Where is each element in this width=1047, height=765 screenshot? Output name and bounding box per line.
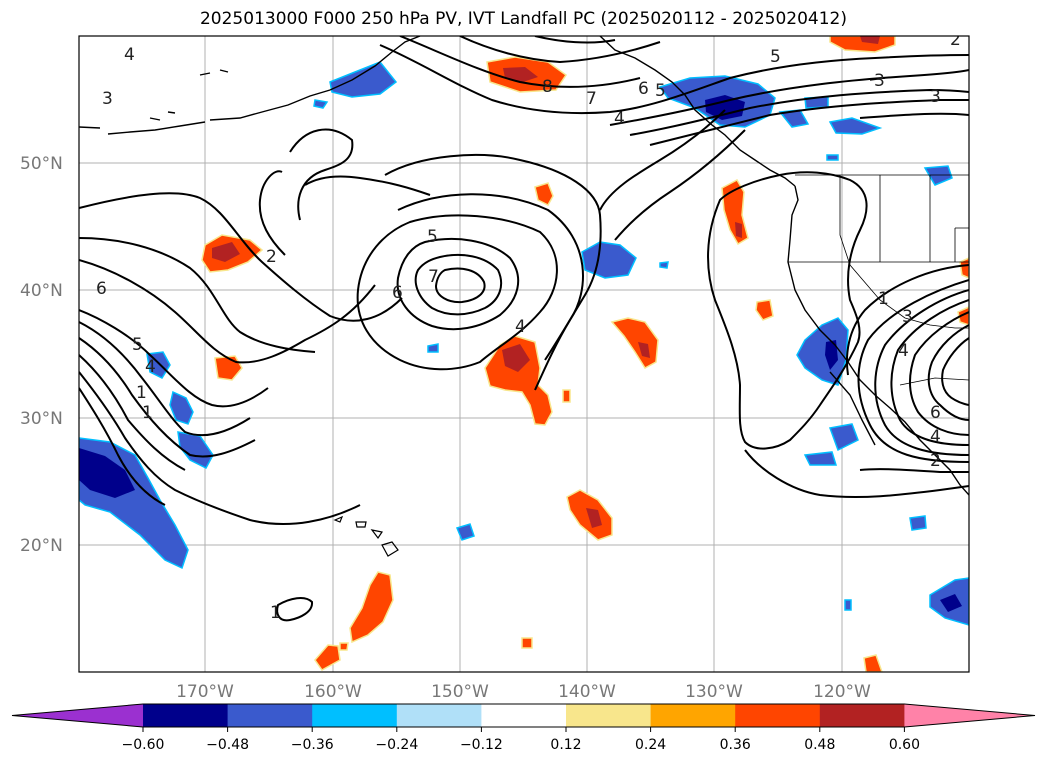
contour-labels: 4 3 2 5 6 1 4 5 7 6 4 5 3 1 8 7 4 6 5 3 …	[96, 30, 961, 623]
contour-label: 5	[770, 47, 781, 67]
lon-label: 170°W	[176, 682, 234, 702]
contour-label: 7	[586, 89, 597, 109]
colorbar-segment	[650, 704, 736, 727]
country-borders	[788, 174, 969, 386]
contour-label: 2	[266, 247, 277, 267]
contour-label: 1	[136, 383, 147, 403]
contour-label: 1	[270, 603, 281, 623]
contour-label: 4	[145, 357, 156, 377]
colorbar-tick-label: 0.48	[804, 737, 835, 753]
contour-label: 6	[96, 279, 107, 299]
lon-label: 120°W	[813, 682, 871, 702]
contour-label: 1	[142, 403, 153, 423]
contour-label: 3	[930, 87, 941, 107]
lat-label: 50°N	[20, 154, 63, 174]
contour-label: 6	[930, 403, 941, 423]
colorbar-segment	[227, 704, 313, 727]
colorbar-segment	[143, 704, 229, 727]
contour-label: 4	[930, 427, 941, 447]
colorbar-tick-label: −0.60	[122, 737, 165, 753]
hawaiian-islands	[333, 515, 399, 557]
contour-label: 5	[427, 227, 438, 247]
longitude-labels: 170°W 160°W 150°W 140°W 130°W 120°W	[176, 682, 871, 702]
contour-label: 2	[950, 30, 961, 50]
contour-label: 4	[898, 341, 909, 361]
lat-label: 40°N	[20, 281, 63, 301]
contour-label: 4	[124, 45, 135, 65]
colorbar-tick-label: 0.60	[889, 737, 920, 753]
lon-label: 140°W	[558, 682, 616, 702]
contour-label: 7	[428, 267, 439, 287]
contour-label: 5	[132, 335, 143, 355]
lon-label: 160°W	[304, 682, 362, 702]
colorbar-segment	[735, 704, 821, 727]
colorbar-extend-max	[904, 704, 1035, 727]
colorbar-segment	[481, 704, 567, 727]
contour-label: 2	[930, 451, 941, 471]
contour-label: 4	[515, 317, 526, 337]
lat-label: 20°N	[20, 536, 63, 556]
colorbar: −0.60 −0.48 −0.36 −0.24 −0.12 0.12 0.24 0.36 0.4…	[11, 703, 1036, 753]
colorbar-tick-label: −0.36	[291, 737, 334, 753]
colorbar-tick-label: 0.12	[550, 737, 581, 753]
lon-label: 150°W	[431, 682, 489, 702]
contour-label: 1	[878, 289, 889, 309]
colorbar-extend-min	[12, 704, 143, 727]
colorbar-tick-label: 0.36	[720, 737, 751, 753]
latitude-labels: 50°N 40°N 30°N 20°N	[20, 154, 63, 556]
plot-title: 2025013000 F000 250 hPa PV, IVT Landfall…	[199, 9, 847, 29]
contour-label: 4	[614, 109, 625, 129]
colorbar-segment	[566, 704, 652, 727]
colorbar-tick-label: −0.48	[206, 737, 249, 753]
positive-anomaly-shading	[201, 36, 969, 672]
contour-label: 3	[102, 89, 113, 109]
lat-label: 30°N	[20, 409, 63, 429]
colorbar-tick-label: −0.12	[460, 737, 503, 753]
colorbar-tick-label: 0.24	[635, 737, 666, 753]
contour-label: 3	[902, 307, 913, 327]
map-border	[78, 35, 970, 673]
contour-label: 5	[655, 81, 666, 101]
contour-label: 8	[542, 77, 553, 97]
colorbar-segment	[819, 704, 905, 727]
lon-label: 130°W	[685, 682, 743, 702]
colorbar-segment	[312, 704, 398, 727]
contour-label: 3	[874, 71, 885, 91]
pv-contours	[79, 36, 969, 622]
contour-label: 6	[638, 79, 649, 99]
colorbar-tick-label: −0.24	[375, 737, 418, 753]
colorbar-segment	[396, 704, 482, 727]
contour-label: 6	[392, 283, 403, 303]
